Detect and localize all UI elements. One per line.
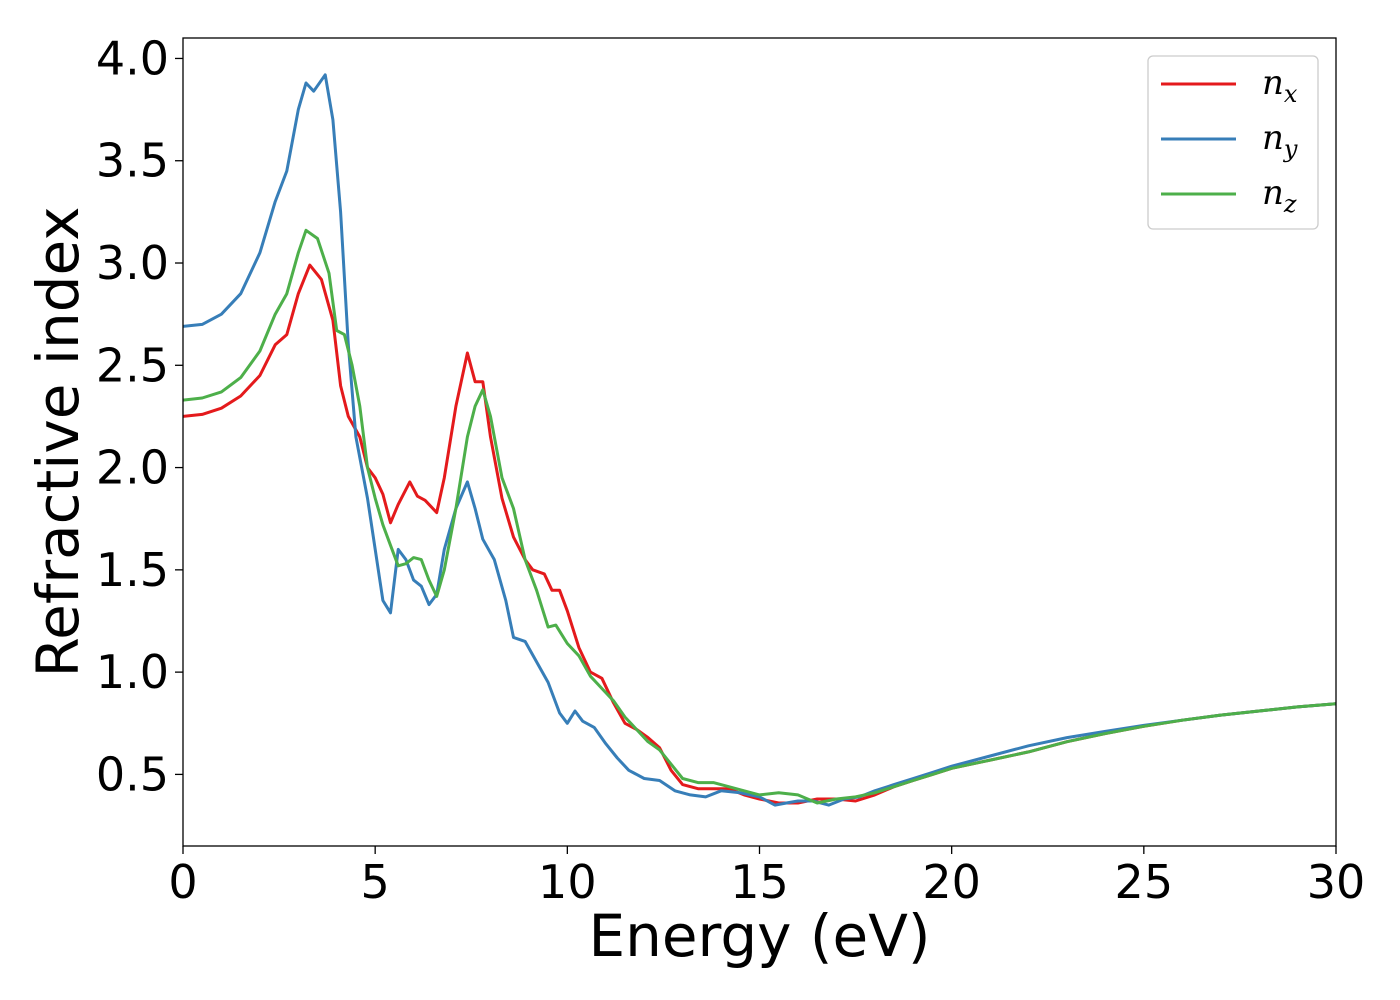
series-line-nz [183, 228, 1336, 805]
y-tick-label: 2.0 [96, 441, 169, 495]
x-tick-label: 15 [730, 855, 789, 909]
legend-box [1147, 55, 1319, 230]
y-tick-label: 3.5 [96, 134, 169, 188]
y-tick-label: 1.0 [96, 645, 169, 699]
legend: nx ny nz [1147, 55, 1319, 230]
y-axis-label: Refractive index [24, 206, 92, 677]
x-tick-label: 30 [1307, 855, 1366, 909]
y-tick-label: 1.5 [96, 543, 169, 597]
legend-label-nz: nz [1262, 173, 1297, 218]
x-axis-label: Energy (eV) [588, 902, 930, 970]
y-tick-label: 4.0 [96, 31, 169, 85]
series-line-ny [183, 73, 1336, 807]
x-tick-label: 5 [361, 855, 390, 909]
x-axis-ticks: 0 5 10 15 20 25 30 [168, 846, 1365, 909]
y-tick-label: 2.5 [96, 338, 169, 392]
legend-label-ny: ny [1262, 118, 1298, 163]
x-tick-label: 10 [538, 855, 597, 909]
y-tick-label: 3.0 [96, 236, 169, 290]
y-tick-label: 0.5 [96, 747, 169, 801]
y-axis-ticks: 0.5 1.0 1.5 2.0 2.5 3.0 3.5 4.0 [96, 31, 183, 801]
legend-label-nx: nx [1262, 63, 1298, 108]
x-tick-label: 20 [922, 855, 981, 909]
x-tick-label: 0 [168, 855, 197, 909]
x-tick-label: 25 [1115, 855, 1174, 909]
